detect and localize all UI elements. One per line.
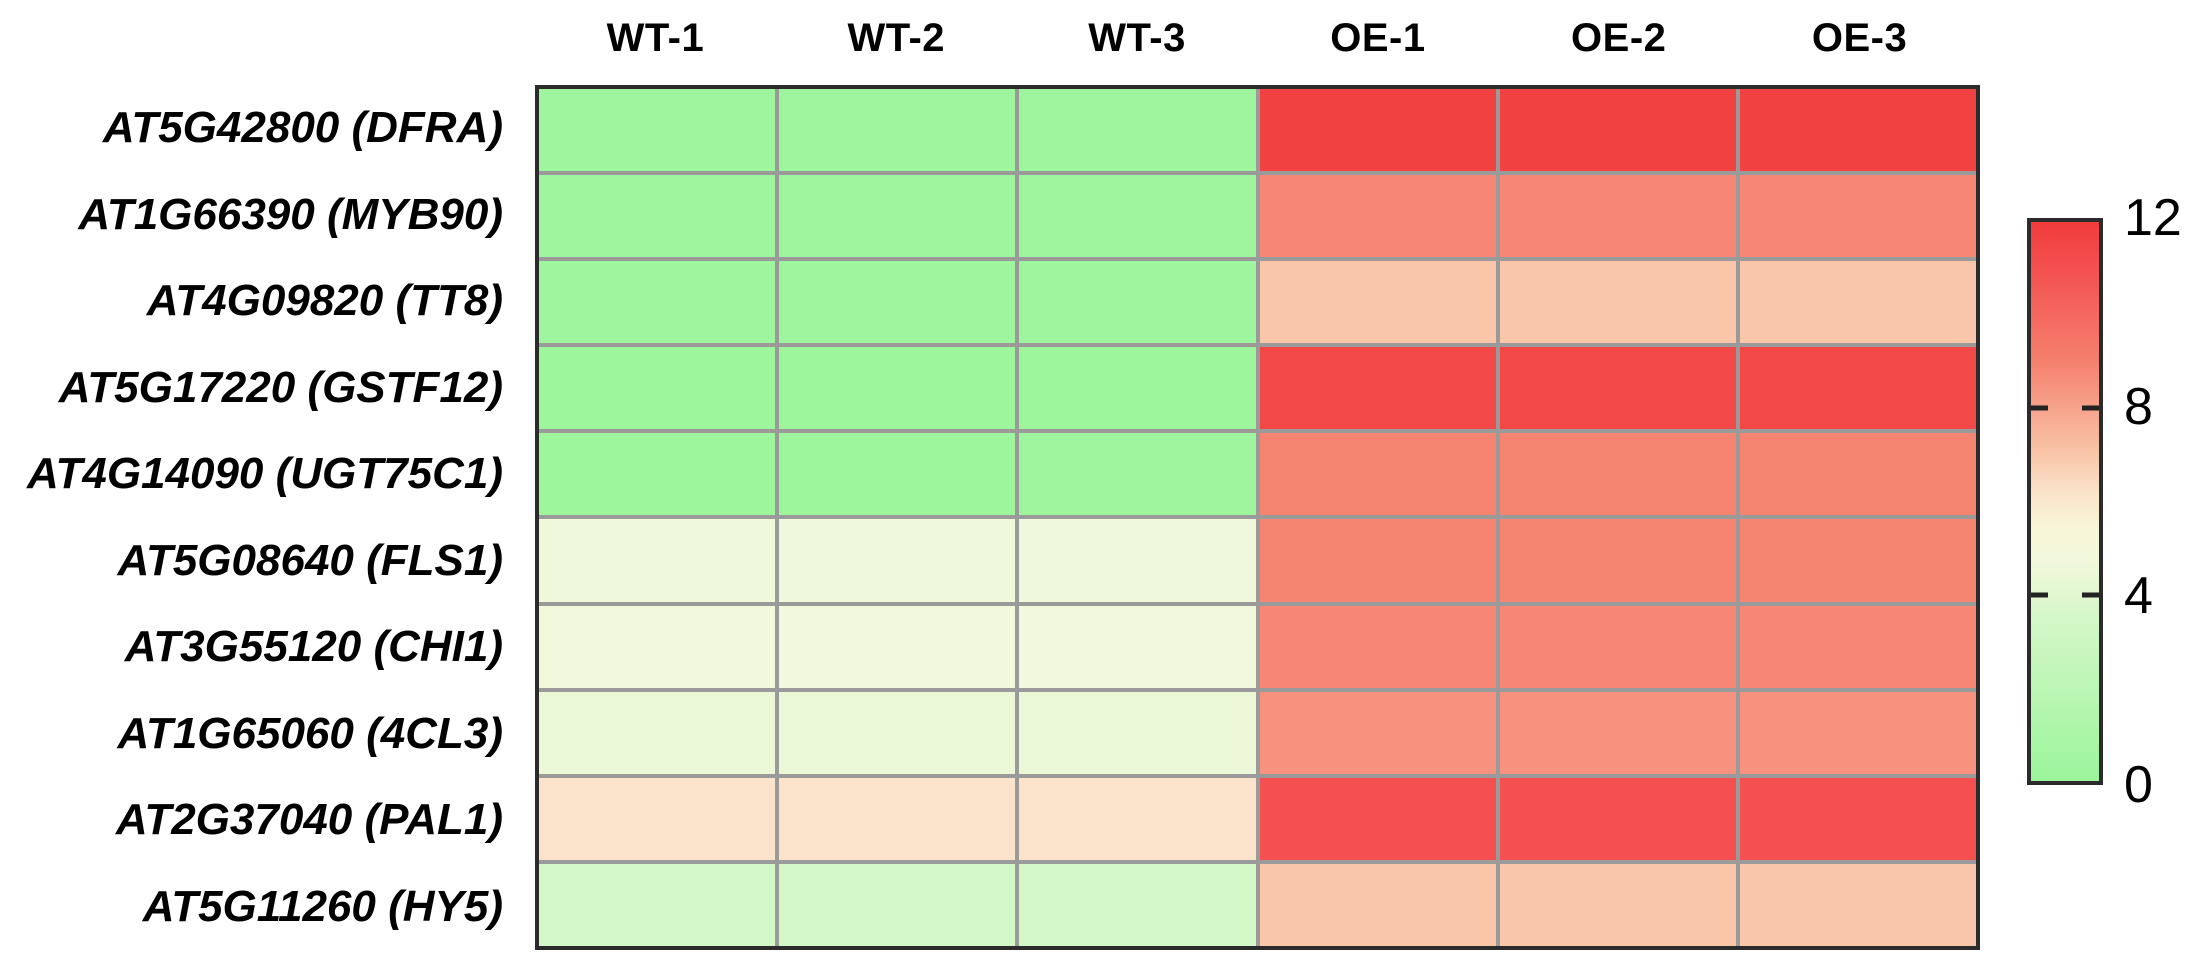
heatmap-cell [1499,605,1736,688]
column-headers: WT-1 WT-2 WT-3 OE-1 OE-2 OE-3 [535,6,1980,70]
column-header: OE-2 [1571,15,1667,60]
heatmap-cell [1019,175,1256,258]
heatmap-cell [1259,175,1496,258]
heatmap-cell [1259,605,1496,688]
row-label: AT5G42800 (DFRA) [102,103,503,153]
heatmap-cell [1019,605,1256,688]
heatmap-cell [1259,433,1496,516]
heatmap-cell [1739,691,1976,774]
row-label: AT2G37040 (PAL1) [115,795,503,845]
heatmap-cell [779,175,1016,258]
colorbar-tick-8-left [2031,405,2048,411]
heatmap-cell [1499,519,1736,602]
heatmap-cell [1739,605,1976,688]
heatmap-cell [1739,175,1976,258]
heatmap-cell [1739,347,1976,430]
heatmap-cell [1019,261,1256,344]
colorbar-tick-label: 12 [2124,189,2182,247]
colorbar-tick-label: 4 [2124,567,2153,625]
heatmap-cell [1019,89,1256,172]
heatmap-cell [779,89,1016,172]
heatmap-cell [1019,691,1256,774]
heatmap-cell [1259,261,1496,344]
heatmap-cell [1499,175,1736,258]
heatmap-cell [1499,261,1736,344]
row-label: AT5G08640 (FLS1) [117,535,503,585]
heatmap-cell [1019,777,1256,860]
column-header: WT-2 [847,15,946,60]
column-header: OE-3 [1811,15,1908,60]
heatmap-cell [1739,519,1976,602]
heatmap-cell [1499,691,1736,774]
heatmap-cell [1259,691,1496,774]
heatmap-cell [779,347,1016,430]
heatmap-cell [1259,347,1496,430]
heatmap-cell [1499,89,1736,172]
heatmap-cell [539,863,776,946]
row-label: AT4G09820 (TT8) [146,276,503,326]
heatmap-cell [1019,347,1256,430]
heatmap-cell [1739,261,1976,344]
column-header: WT-3 [1088,15,1186,60]
heatmap-cell [1019,433,1256,516]
heatmap-cell [1259,89,1496,172]
heatmap-cell [539,433,776,516]
heatmap-cell [1499,777,1736,860]
row-label: AT4G14090 (UGT75C1) [26,449,503,499]
heatmap-cell [1259,519,1496,602]
heatmap-cell [1739,777,1976,860]
heatmap-cell [1499,863,1736,946]
heatmap-cell [779,261,1016,344]
heatmap-cell [539,175,776,258]
heatmap-cell [1739,433,1976,516]
heatmap-cell [539,347,776,430]
row-label: AT3G55120 (CHI1) [124,622,503,672]
row-label: AT1G66390 (MYB90) [78,189,503,239]
colorbar-tick-label: 0 [2124,756,2153,814]
colorbar-tick-label: 8 [2124,378,2153,436]
colorbar-tick-4-left [2031,592,2048,598]
heatmap-cell [1499,433,1736,516]
heatmap-cell [779,777,1016,860]
heatmap-cell [539,605,776,688]
row-label: AT5G17220 (GSTF12) [58,362,503,412]
heatmap-cell [779,519,1016,602]
colorbar-tick-8-right [2082,405,2099,411]
heatmap-grid [535,85,1980,950]
heatmap-cell [539,777,776,860]
heatmap-cell [1259,777,1496,860]
column-header: WT-1 [606,15,705,60]
heatmap-cell [779,691,1016,774]
heatmap-cell [539,691,776,774]
heatmap-cell [1019,863,1256,946]
row-label: AT5G11260 (HY5) [142,881,503,931]
row-labels: AT5G42800 (DFRA) AT1G66390 (MYB90) AT4G098… [0,85,503,950]
heatmap-cell [779,433,1016,516]
heatmap-cell [779,605,1016,688]
heatmap-cell [1739,89,1976,172]
heatmap-cell [1259,863,1496,946]
heatmap-cell [1739,863,1976,946]
heatmap-cell [779,863,1016,946]
heatmap-cell [539,261,776,344]
heatmap-cell [1499,347,1736,430]
colorbar [2027,218,2103,785]
row-label: AT1G65060 (4CL3) [117,708,503,758]
heatmap-cell [1019,519,1256,602]
colorbar-tick-4-right [2082,592,2099,598]
heatmap-cell [539,89,776,172]
heatmap-cell [539,519,776,602]
column-header: OE-1 [1330,15,1426,60]
